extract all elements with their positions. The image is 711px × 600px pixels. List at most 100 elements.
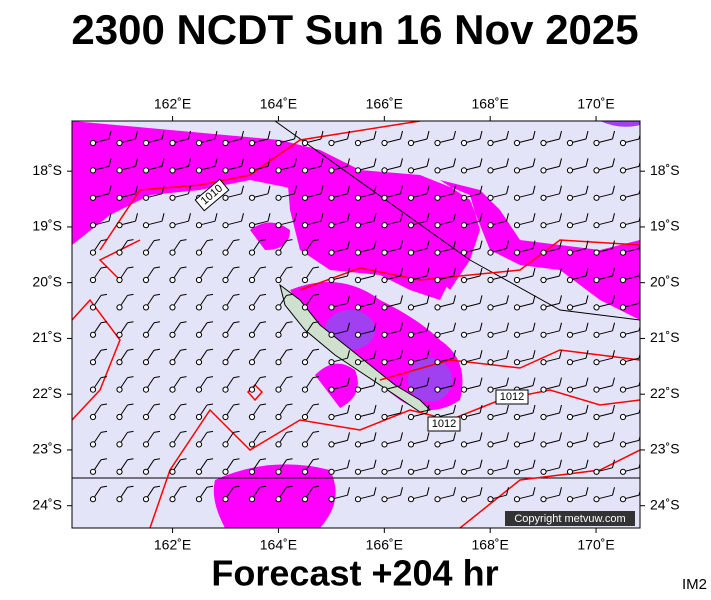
barb-station	[566, 304, 574, 311]
barb-station	[195, 331, 203, 338]
barb-feather	[373, 267, 377, 277]
barb-feather	[400, 350, 403, 359]
barb-feather	[479, 432, 483, 441]
barb-station	[513, 222, 521, 229]
barb-feather	[180, 348, 187, 351]
barb-station	[593, 413, 600, 421]
barb-feather	[506, 213, 509, 222]
barb-station	[275, 496, 282, 503]
barb-station	[116, 468, 123, 475]
barb-feather	[532, 267, 536, 277]
barb-station	[142, 139, 150, 147]
barb-station	[116, 386, 123, 393]
barb-feather	[612, 377, 615, 386]
barb-feather	[612, 185, 615, 194]
barb-feather	[267, 213, 271, 222]
barb-feather	[532, 213, 536, 222]
barb-feather	[612, 350, 615, 359]
barb-feather	[612, 432, 615, 441]
barb-feather	[638, 434, 640, 441]
barb-feather	[373, 295, 377, 304]
barb-feather	[532, 404, 536, 414]
barb-feather	[400, 213, 403, 222]
barb-station	[195, 167, 203, 174]
barb-station	[407, 468, 415, 475]
barb-station	[460, 222, 468, 229]
barb-station	[540, 331, 547, 338]
barb-station	[248, 413, 256, 421]
barb-feather	[559, 267, 562, 277]
barb-station	[301, 441, 309, 448]
barb-feather	[312, 266, 320, 269]
barb-station	[540, 194, 547, 201]
lon-label: 162˚E	[154, 96, 191, 112]
barb-station	[248, 167, 256, 174]
barb-station	[275, 441, 282, 448]
barb-feather	[135, 213, 138, 222]
barb-feather	[347, 459, 350, 468]
barb-station	[619, 441, 627, 448]
barb-feather	[180, 430, 187, 433]
barb-feather	[206, 458, 214, 461]
barb-station	[222, 386, 229, 393]
barb-station	[89, 468, 97, 475]
barb-station	[407, 441, 415, 448]
barb-station	[222, 304, 229, 311]
copyright: Copyright metvuw.com	[514, 513, 625, 525]
barb-feather	[559, 459, 562, 468]
isobar-label: 1012	[500, 391, 524, 403]
isobars	[72, 121, 640, 528]
barb-feather	[259, 239, 267, 242]
barb-station	[89, 276, 97, 284]
barb-station	[487, 222, 494, 229]
barb-station	[116, 413, 123, 421]
barb-feather	[127, 403, 134, 406]
barb-feather	[585, 185, 589, 194]
lat-label: 20˚S	[32, 273, 62, 289]
barb-feather	[506, 432, 509, 441]
barb-station	[142, 304, 150, 311]
barb-station	[169, 276, 176, 284]
barb-station	[407, 222, 415, 229]
barb-feather	[479, 295, 483, 304]
barb-station	[487, 468, 494, 475]
barb-station	[195, 441, 203, 448]
barb-station	[301, 222, 309, 229]
barb-feather	[400, 158, 403, 167]
barb-station	[407, 496, 415, 503]
barb-station	[619, 386, 627, 393]
barb-feather	[188, 130, 191, 140]
isobar-labels: 1010 1012 1012	[194, 178, 529, 432]
barb-station	[195, 496, 203, 503]
barb-feather	[400, 295, 403, 304]
barb-feather	[479, 185, 483, 194]
barb-station	[487, 359, 494, 366]
barb-feather	[373, 185, 377, 194]
barb-station	[381, 249, 388, 256]
barb-station	[195, 222, 203, 229]
barb-feather	[135, 185, 138, 194]
barb-station	[248, 304, 256, 311]
barb-feather	[400, 130, 403, 140]
barb-feather	[153, 348, 161, 351]
barb-station	[407, 331, 415, 338]
barb-feather	[532, 295, 536, 304]
barb-station	[169, 139, 176, 147]
barb-station	[566, 331, 574, 338]
barb-feather	[373, 322, 377, 331]
barb-feather	[426, 350, 430, 359]
barb-station	[513, 304, 521, 311]
wind-region	[315, 363, 358, 408]
barb-station	[195, 249, 203, 256]
lon-label: 168˚E	[472, 537, 509, 553]
barb-feather	[286, 485, 293, 488]
barb-station	[328, 249, 335, 256]
barb-feather	[453, 322, 456, 331]
barb-feather	[161, 185, 165, 194]
barb-station	[566, 249, 574, 256]
image-id: IM2	[682, 576, 707, 593]
barb-feather	[320, 185, 324, 194]
barb-station	[116, 276, 123, 284]
barb-station	[593, 249, 600, 256]
barb-station	[540, 222, 547, 229]
